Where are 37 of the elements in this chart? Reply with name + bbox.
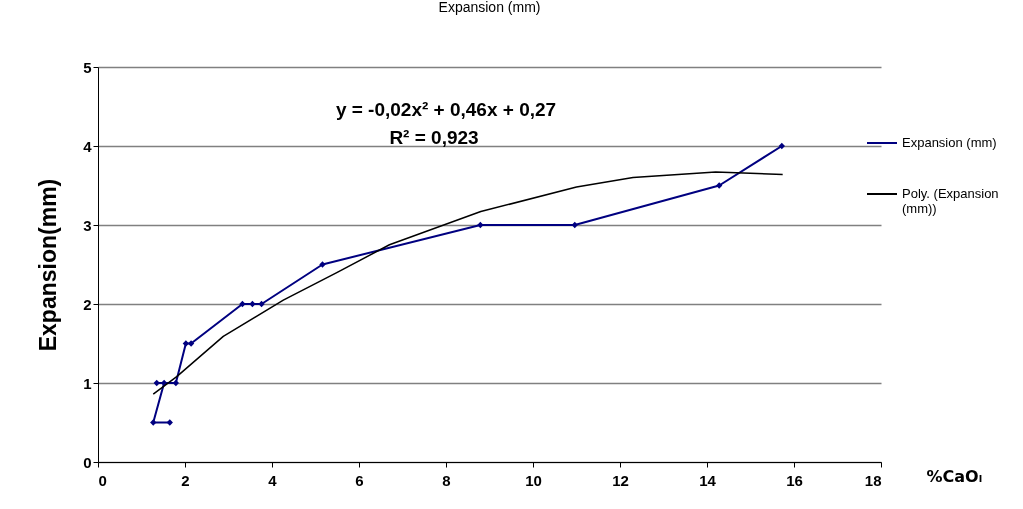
y-tick-label: 3 <box>83 216 92 234</box>
x-tick-label: 18 <box>864 471 882 489</box>
x-tick-label: 16 <box>786 471 803 489</box>
point <box>187 340 195 347</box>
x-tick-label: 12 <box>612 471 629 489</box>
point <box>153 379 160 387</box>
y-tick-label: 0 <box>83 453 92 471</box>
annotation: y = -0,02x² + 0,46x + 0,27 <box>335 99 557 120</box>
point <box>249 300 256 308</box>
point <box>258 300 265 308</box>
y-tick-label: 1 <box>83 374 92 392</box>
x-tick-label: 10 <box>525 471 542 489</box>
point <box>778 142 785 150</box>
chart-title: Expansion (mm) <box>438 0 541 15</box>
x-tick-label: 4 <box>268 471 278 489</box>
point <box>571 221 578 229</box>
y-axis-title: Expansion(mm) <box>35 178 62 352</box>
legend-label: Expansion (mm) <box>902 135 997 150</box>
y-tick-label: 5 <box>83 58 92 76</box>
y-tick-label: 4 <box>83 137 93 155</box>
point <box>716 182 723 189</box>
point <box>477 221 484 229</box>
x-tick-label: 6 <box>355 471 364 489</box>
point <box>150 419 157 426</box>
x-tick-label: 8 <box>442 471 451 489</box>
x-tick-label: 2 <box>181 471 190 489</box>
legend-label: Poly. (Expansion (mm)) <box>902 186 999 216</box>
y-tick-label: 2 <box>83 295 92 313</box>
point <box>172 379 180 387</box>
point <box>166 419 173 426</box>
point <box>239 300 246 308</box>
x-axis-title: %CaOₗ <box>926 466 983 486</box>
x-tick-label: 14 <box>699 471 717 489</box>
x-tick-label: 0 <box>98 471 107 489</box>
line-series <box>152 171 784 395</box>
annotation: R² = 0,923 <box>389 127 479 148</box>
point <box>319 261 326 268</box>
